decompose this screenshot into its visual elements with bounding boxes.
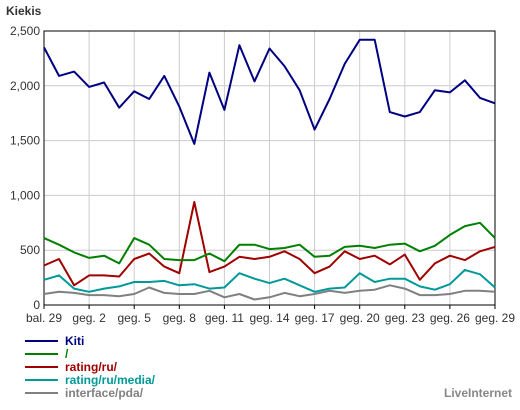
series-line-2 [43, 201, 496, 287]
legend: Kiti/rating/ru/rating/ru/media/interface… [25, 334, 156, 400]
legend-label: rating/ru/ [65, 360, 118, 374]
series-layer [43, 38, 496, 301]
x-tick-label: bal. 29 [26, 311, 62, 325]
x-tick-label: geg. 20 [340, 311, 380, 325]
x-axis: bal. 29 geg. 2 geg. 5 geg. 8 geg. 11 geg. 14 g… [26, 305, 515, 325]
grid-layer [43, 30, 496, 306]
x-tick-label: geg. 17 [295, 311, 335, 325]
series-line-4 [43, 284, 496, 301]
series-line-1 [43, 221, 496, 265]
y-tick-label: 0 [33, 298, 40, 312]
x-tick-label: geg. 29 [475, 311, 515, 325]
legend-label: interface/pda/ [65, 386, 144, 400]
legend-label: Kiti [65, 334, 84, 348]
x-tick-label: geg. 2 [72, 311, 106, 325]
y-tick-label: 2,000 [10, 79, 40, 93]
x-tick-label: geg. 26 [430, 311, 470, 325]
legend-label: rating/ru/media/ [65, 373, 156, 387]
watermark: LiveInternet [444, 386, 512, 400]
x-tick-label: geg. 5 [118, 311, 152, 325]
y-tick-label: 2,500 [10, 24, 40, 38]
x-tick-label: geg. 11 [205, 311, 244, 325]
x-tick-label: geg. 14 [249, 311, 289, 325]
x-tick-label: geg. 23 [385, 311, 425, 325]
x-tick-label: geg. 8 [163, 311, 197, 325]
chart-title: Kiekis [6, 4, 42, 18]
legend-label: / [65, 347, 69, 361]
series-line-3 [43, 268, 496, 293]
y-tick-label: 1,500 [10, 134, 40, 148]
y-tick-label: 500 [20, 243, 40, 257]
y-axis: 0 500 1,000 1,500 2,000 2,500 [10, 24, 40, 312]
y-tick-label: 1,000 [10, 188, 40, 202]
series-line-0 [43, 38, 496, 145]
